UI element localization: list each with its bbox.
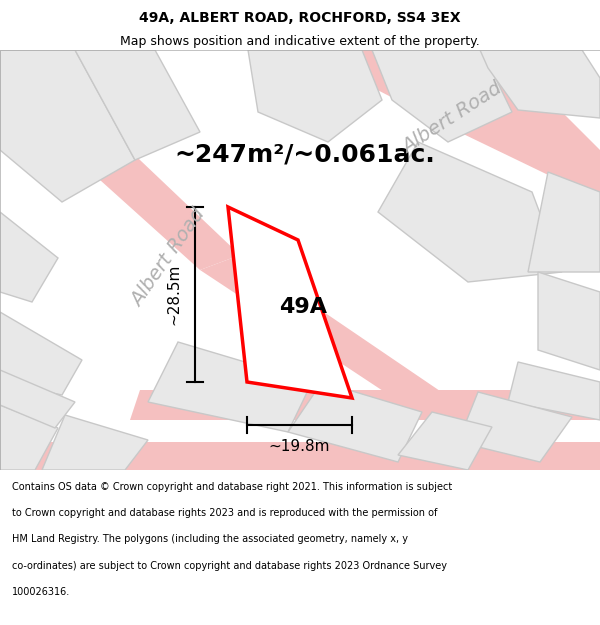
Text: 49A, ALBERT ROAD, ROCHFORD, SS4 3EX: 49A, ALBERT ROAD, ROCHFORD, SS4 3EX [139, 11, 461, 25]
Text: Contains OS data © Crown copyright and database right 2021. This information is : Contains OS data © Crown copyright and d… [12, 482, 452, 492]
Polygon shape [0, 50, 135, 202]
Polygon shape [372, 50, 512, 142]
Polygon shape [0, 312, 82, 395]
Polygon shape [0, 65, 240, 270]
Text: Albert Road: Albert Road [127, 206, 209, 311]
Polygon shape [130, 390, 600, 420]
Polygon shape [75, 50, 200, 160]
Polygon shape [0, 212, 58, 302]
Polygon shape [508, 362, 600, 420]
Text: ~247m²/~0.061ac.: ~247m²/~0.061ac. [175, 143, 436, 167]
Polygon shape [480, 50, 600, 118]
Polygon shape [0, 442, 600, 470]
Polygon shape [528, 172, 600, 272]
Text: Albert Road: Albert Road [399, 79, 505, 158]
Polygon shape [148, 342, 312, 432]
Text: ~19.8m: ~19.8m [269, 439, 330, 454]
Polygon shape [0, 370, 75, 428]
Text: ~28.5m: ~28.5m [166, 264, 181, 325]
Text: co-ordinates) are subject to Crown copyright and database rights 2023 Ordnance S: co-ordinates) are subject to Crown copyr… [12, 561, 447, 571]
Polygon shape [288, 382, 422, 462]
Polygon shape [248, 50, 382, 142]
Text: to Crown copyright and database rights 2023 and is reproduced with the permissio: to Crown copyright and database rights 2… [12, 509, 437, 519]
Text: 100026316.: 100026316. [12, 586, 70, 596]
Text: HM Land Registry. The polygons (including the associated geometry, namely x, y: HM Land Registry. The polygons (includin… [12, 534, 408, 544]
Text: 49A: 49A [279, 297, 327, 317]
Polygon shape [538, 272, 600, 370]
Polygon shape [200, 255, 465, 422]
Polygon shape [458, 392, 572, 462]
Text: Map shows position and indicative extent of the property.: Map shows position and indicative extent… [120, 35, 480, 48]
Polygon shape [228, 207, 352, 398]
Polygon shape [398, 412, 492, 470]
Polygon shape [378, 142, 562, 282]
Polygon shape [42, 415, 148, 470]
Polygon shape [0, 405, 58, 470]
Polygon shape [300, 50, 600, 200]
